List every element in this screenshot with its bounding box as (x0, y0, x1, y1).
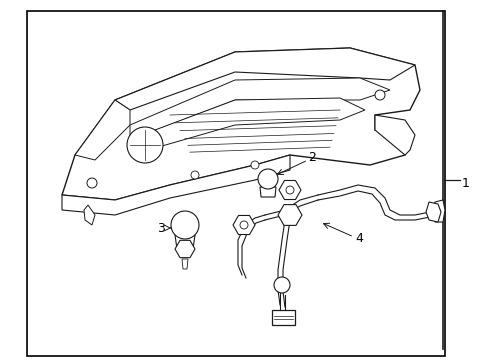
Polygon shape (115, 48, 414, 110)
Polygon shape (175, 235, 195, 249)
Polygon shape (75, 100, 130, 160)
Polygon shape (62, 155, 289, 215)
Text: 4: 4 (354, 231, 362, 244)
Circle shape (374, 90, 384, 100)
Circle shape (240, 221, 247, 229)
Circle shape (191, 171, 199, 179)
Text: 2: 2 (307, 150, 315, 163)
Circle shape (273, 277, 289, 293)
Circle shape (127, 127, 163, 163)
Circle shape (87, 178, 97, 188)
Circle shape (250, 161, 259, 169)
Circle shape (258, 169, 278, 189)
Text: 3: 3 (157, 221, 164, 234)
Polygon shape (84, 205, 95, 225)
Bar (27, 11, 444, 356)
Polygon shape (271, 310, 294, 325)
Polygon shape (155, 98, 364, 148)
Polygon shape (182, 259, 187, 269)
Polygon shape (431, 200, 444, 222)
Circle shape (285, 186, 293, 194)
Text: 1: 1 (461, 176, 469, 189)
Polygon shape (260, 187, 275, 197)
Circle shape (171, 211, 199, 239)
Polygon shape (130, 78, 389, 140)
Polygon shape (425, 202, 440, 222)
Polygon shape (374, 115, 414, 155)
Polygon shape (62, 48, 419, 200)
